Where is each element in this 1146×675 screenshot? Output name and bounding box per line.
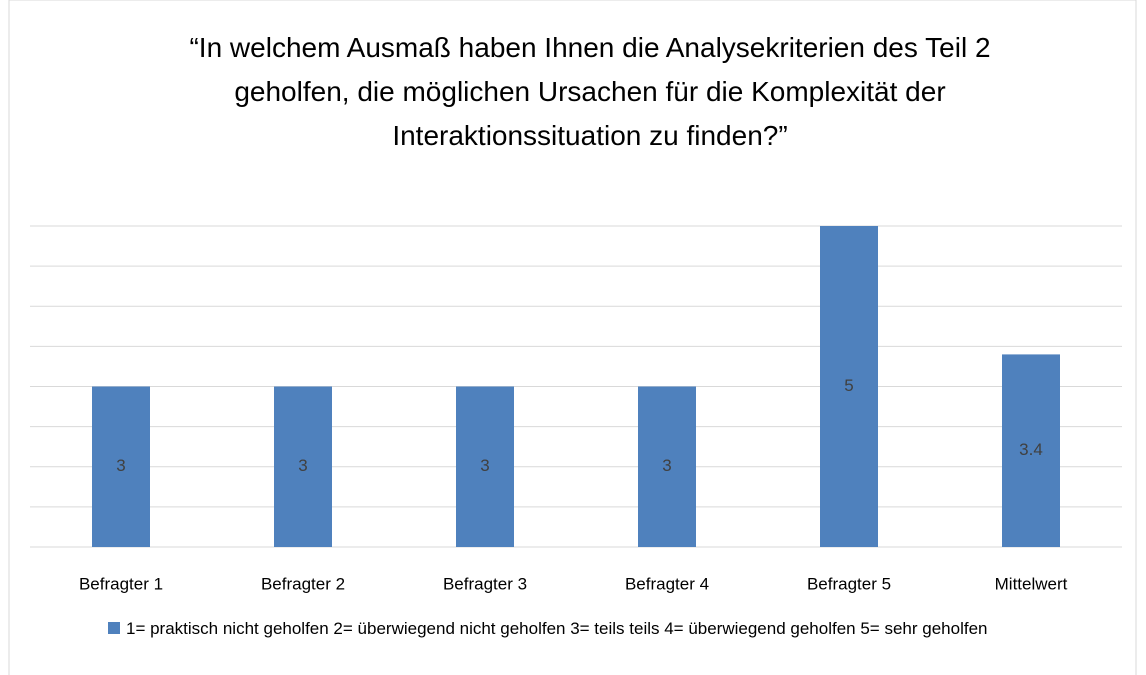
- x-tick-label: Befragter 1: [79, 574, 163, 593]
- data-label: 5: [844, 376, 853, 395]
- data-label: 3: [116, 456, 125, 475]
- chart-border: [8, 0, 1137, 675]
- bar: [820, 226, 878, 547]
- bar: [456, 386, 514, 547]
- data-label: 3: [298, 456, 307, 475]
- bar: [1002, 354, 1060, 547]
- legend: 1= praktisch nicht geholfen 2= überwiege…: [108, 618, 1068, 640]
- x-tick-label: Befragter 4: [625, 574, 709, 593]
- bar: [92, 386, 150, 547]
- x-tick-label: Befragter 3: [443, 574, 527, 593]
- bar: [638, 386, 696, 547]
- data-label: 3.4: [1019, 440, 1043, 459]
- x-tick-label: Befragter 5: [807, 574, 891, 593]
- legend-key: [108, 622, 120, 634]
- x-tick-label: Befragter 2: [261, 574, 345, 593]
- legend-label: 1= praktisch nicht geholfen 2= überwiege…: [126, 619, 988, 638]
- data-label: 3: [662, 456, 671, 475]
- bar: [274, 386, 332, 547]
- chart-title: “In welchem Ausmaß haben Ihnen die Analy…: [189, 32, 991, 151]
- data-label: 3: [480, 456, 489, 475]
- x-tick-label: Mittelwert: [995, 574, 1068, 593]
